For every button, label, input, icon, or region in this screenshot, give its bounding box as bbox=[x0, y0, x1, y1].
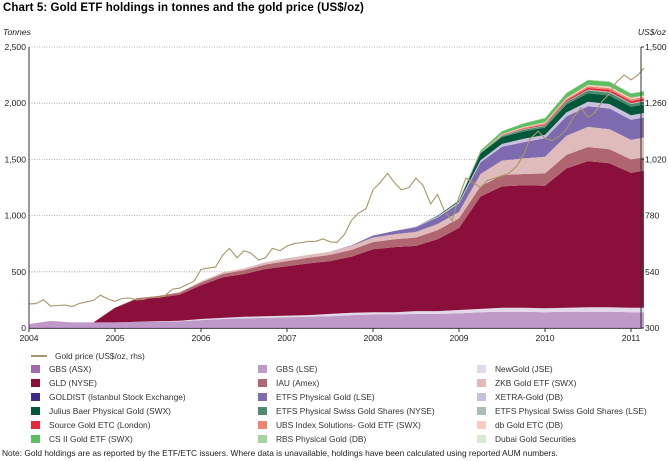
x-tick-label: 2011 bbox=[622, 333, 641, 343]
y2-tick-label: 1,500 bbox=[645, 42, 667, 52]
legend-item: GBS (ASX) bbox=[31, 363, 91, 374]
legend-swatch bbox=[31, 392, 40, 401]
legend-swatch bbox=[477, 364, 486, 373]
chart-note: Note: Gold holdings are as reported by t… bbox=[2, 448, 558, 458]
legend-item: Dubai Gold Securities bbox=[477, 433, 576, 444]
legend-swatch bbox=[477, 392, 486, 401]
y-tick-label: 1,500 bbox=[4, 154, 26, 164]
legend-item: UBS Index Solutions- Gold ETF (SWX) bbox=[258, 419, 421, 430]
x-tick-label: 2010 bbox=[535, 333, 554, 343]
legend-swatch bbox=[31, 406, 40, 415]
gold-price-line bbox=[28, 67, 645, 308]
ticks: 0 500 1,000 1,500 2,000 2,500 300 540 780 1,020 1,… bbox=[4, 42, 666, 343]
legend-item: GOLDIST (Istanbul Stock Exchange) bbox=[31, 391, 186, 402]
legend-label: Julius Baer Physical Gold (SWX) bbox=[49, 405, 171, 416]
legend-swatch bbox=[31, 364, 40, 373]
legend-item: ETFS Physical Gold (LSE) bbox=[258, 391, 375, 402]
legend-label: ETFS Physical Gold (LSE) bbox=[276, 391, 375, 402]
y-tick-label: 2,000 bbox=[4, 98, 26, 108]
y2-tick-label: 1,260 bbox=[645, 98, 667, 108]
legend-swatch bbox=[31, 434, 40, 443]
legend-label: IAU (Amex) bbox=[276, 377, 320, 388]
legend-item: RBS Physical Gold (DB) bbox=[258, 433, 366, 444]
legend-label: GBS (ASX) bbox=[49, 363, 92, 374]
area-iau-amex bbox=[29, 147, 644, 325]
legend-swatch bbox=[258, 364, 267, 373]
area-gbs-asx bbox=[29, 327, 644, 328]
legend-swatch bbox=[31, 420, 40, 429]
legend-label: UBS Index Solutions- Gold ETF (SWX) bbox=[276, 419, 421, 430]
legend-label: NewGold (JSE) bbox=[495, 363, 553, 374]
legend-swatch bbox=[477, 406, 486, 415]
legend-label: Gold price (US$/oz, rhs) bbox=[55, 350, 145, 361]
legend-label: XETRA-Gold (DB) bbox=[495, 391, 563, 402]
legend-item: GBS (LSE) bbox=[258, 363, 317, 374]
chart-title: Chart 5: Gold ETF holdings in tonnes and… bbox=[3, 2, 364, 14]
legend-item: XETRA-Gold (DB) bbox=[477, 391, 563, 402]
legend-swatch bbox=[477, 434, 486, 443]
y2-tick-label: 540 bbox=[645, 267, 660, 277]
legend-label: RBS Physical Gold (DB) bbox=[276, 433, 367, 444]
legend-item: ETFS Physical Swiss Gold Shares (NYSE) bbox=[258, 405, 435, 416]
area-zkb-gold-etf-swx bbox=[29, 126, 644, 325]
legend-label: Dubai Gold Securities bbox=[495, 433, 576, 444]
x-tick-label: 2004 bbox=[19, 333, 38, 343]
x-tick-label: 2005 bbox=[105, 333, 124, 343]
legend-label: ZKB Gold ETF (SWX) bbox=[495, 377, 577, 388]
legend-label: ETFS Physical Swiss Gold Shares (LSE) bbox=[495, 405, 647, 416]
legend-label: Source Gold ETC (London) bbox=[49, 419, 151, 430]
legend-swatch bbox=[477, 378, 486, 387]
legend-swatch bbox=[258, 378, 267, 387]
legend-item: Julius Baer Physical Gold (SWX) bbox=[31, 405, 171, 416]
legend-item: db Gold ETC (DB) bbox=[477, 419, 563, 430]
stacked-areas bbox=[29, 79, 644, 328]
y-tick-label: 0 bbox=[21, 323, 26, 333]
legend-swatch bbox=[477, 420, 486, 429]
area-gld-nyse bbox=[29, 161, 644, 325]
legend-label: GOLDIST (Istanbul Stock Exchange) bbox=[49, 391, 186, 402]
legend-item: CS II Gold ETF (SWX) bbox=[31, 433, 133, 444]
axes bbox=[28, 47, 642, 329]
right-axis-unit: US$/oz bbox=[638, 27, 667, 37]
legend-item: ZKB Gold ETF (SWX) bbox=[477, 377, 576, 388]
y-tick-label: 2,500 bbox=[4, 42, 26, 52]
y2-tick-label: 1,020 bbox=[645, 154, 667, 164]
y-tick-label: 500 bbox=[12, 267, 27, 277]
x-tick-label: 2009 bbox=[449, 333, 468, 343]
area-newgold-jse bbox=[29, 307, 644, 325]
area-julius-baer-physical-gold-swx bbox=[29, 93, 644, 325]
legend-label: db Gold ETC (DB) bbox=[495, 419, 563, 430]
chart-plot: 0 500 1,000 1,500 2,000 2,500 300 540 780 1,020 1,… bbox=[3, 27, 667, 343]
area-gbs-lse bbox=[29, 311, 644, 328]
gold-price-line-group bbox=[28, 67, 645, 308]
legend-label: ETFS Physical Swiss Gold Shares (NYSE) bbox=[276, 405, 435, 416]
legend-swatch bbox=[258, 434, 267, 443]
legend-item: GLD (NYSE) bbox=[31, 377, 97, 388]
x-tick-label: 2007 bbox=[277, 333, 296, 343]
legend-label: GBS (LSE) bbox=[276, 363, 318, 374]
legend-item-gold-price: Gold price (US$/oz, rhs) bbox=[31, 350, 145, 361]
legend-item: ETFS Physical Swiss Gold Shares (LSE) bbox=[477, 405, 647, 416]
area-etfs-physical-gold-lse bbox=[29, 106, 644, 325]
y2-tick-label: 780 bbox=[645, 211, 660, 221]
x-tick-label: 2008 bbox=[363, 333, 382, 343]
y-tick-label: 1,000 bbox=[4, 211, 26, 221]
legend-line-swatch bbox=[31, 354, 47, 357]
legend-label: GLD (NYSE) bbox=[49, 377, 97, 388]
y2-tick-label: 300 bbox=[645, 323, 660, 333]
legend-item: IAU (Amex) bbox=[258, 377, 319, 388]
legend-label: CS II Gold ETF (SWX) bbox=[49, 433, 133, 444]
legend: Gold price (US$/oz, rhs) GBS (ASX) GBS (L… bbox=[0, 350, 668, 450]
legend-swatch bbox=[31, 378, 40, 387]
legend-swatch bbox=[258, 420, 267, 429]
legend-swatch bbox=[258, 392, 267, 401]
left-axis-unit: Tonnes bbox=[3, 27, 32, 37]
x-tick-label: 2006 bbox=[191, 333, 210, 343]
legend-item: Source Gold ETC (London) bbox=[31, 419, 150, 430]
legend-item: NewGold (JSE) bbox=[477, 363, 553, 374]
legend-swatch bbox=[258, 406, 267, 415]
